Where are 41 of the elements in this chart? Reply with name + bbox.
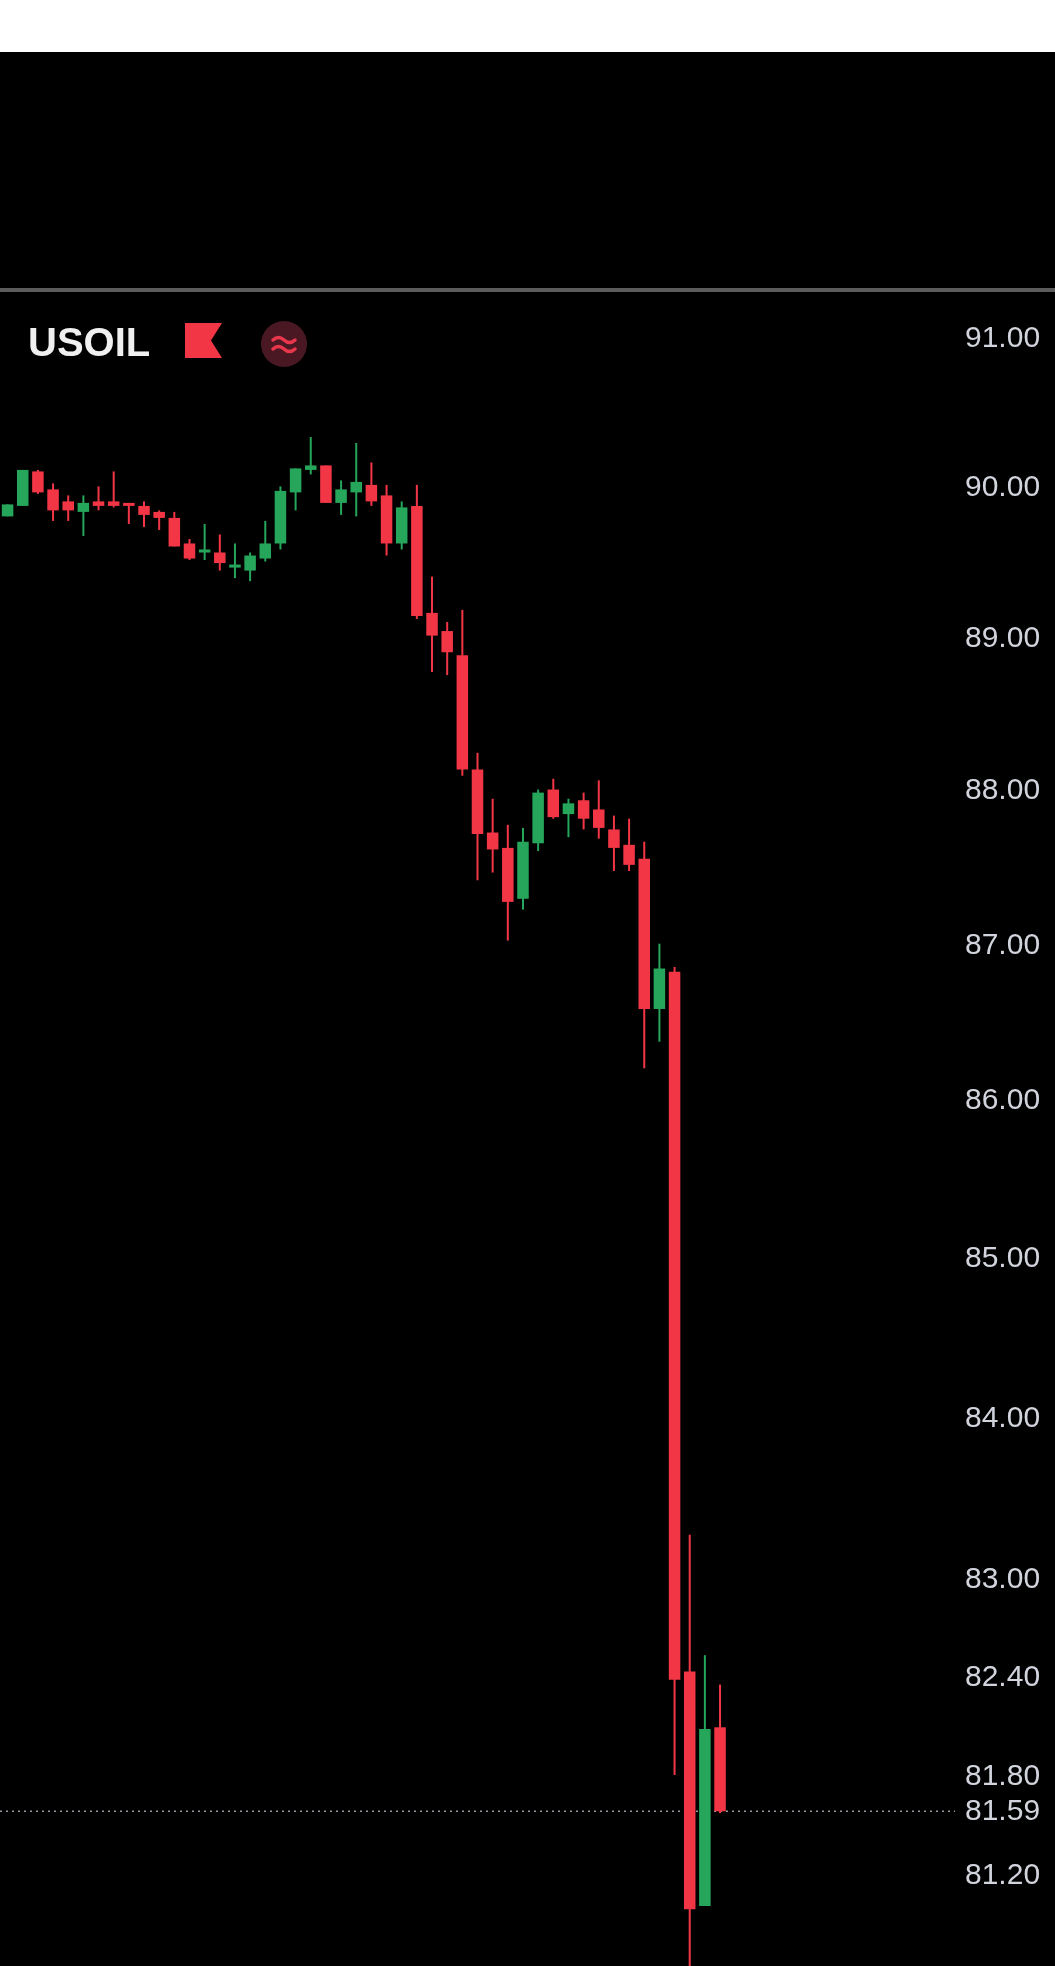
candlestick — [214, 533, 226, 572]
candlestick — [107, 470, 120, 509]
candlestick — [153, 509, 165, 531]
candlestick — [259, 519, 272, 563]
ref-line-label: 81.59 — [965, 1792, 1041, 1826]
candlestick — [623, 817, 635, 873]
y-tick-label: 81.20 — [965, 1857, 1041, 1891]
candlestick — [289, 467, 302, 512]
text: USOIL — [28, 320, 151, 364]
y-tick-label: 85.00 — [965, 1240, 1041, 1274]
candlestick — [77, 494, 90, 537]
y-tick-label: 86.00 — [965, 1082, 1041, 1116]
y-tick-label: 89.00 — [965, 619, 1041, 653]
candlestick — [304, 436, 317, 476]
candlestick — [441, 620, 453, 677]
candlestick — [62, 494, 74, 522]
candlestick — [608, 814, 620, 873]
y-tick-label: 88.00 — [965, 772, 1041, 806]
y-tick-label: 82.40 — [965, 1659, 1041, 1693]
candlestick — [335, 479, 347, 516]
candlestick — [365, 461, 378, 507]
y-tick-label: 87.00 — [965, 926, 1041, 960]
candlestick — [244, 551, 256, 583]
candlestick — [32, 468, 44, 495]
y-tick-label: 90.00 — [965, 469, 1041, 503]
y-tick-label: 81.80 — [965, 1757, 1041, 1791]
candlestick — [47, 482, 59, 522]
candlestick — [183, 537, 196, 562]
candlestick — [486, 797, 499, 874]
candlestick — [138, 500, 150, 528]
candlestick — [593, 779, 605, 840]
candlestick — [350, 442, 362, 518]
candlestick — [229, 542, 241, 580]
candlestick — [198, 522, 211, 562]
y-tick-label: 84.00 — [965, 1399, 1041, 1433]
y-tick-label: 91.00 — [965, 320, 1041, 354]
candlestick — [577, 791, 590, 831]
candlestick — [92, 485, 105, 512]
candlestick — [426, 575, 438, 674]
y-tick-label: 83.00 — [965, 1561, 1041, 1595]
candlestick — [562, 797, 575, 839]
